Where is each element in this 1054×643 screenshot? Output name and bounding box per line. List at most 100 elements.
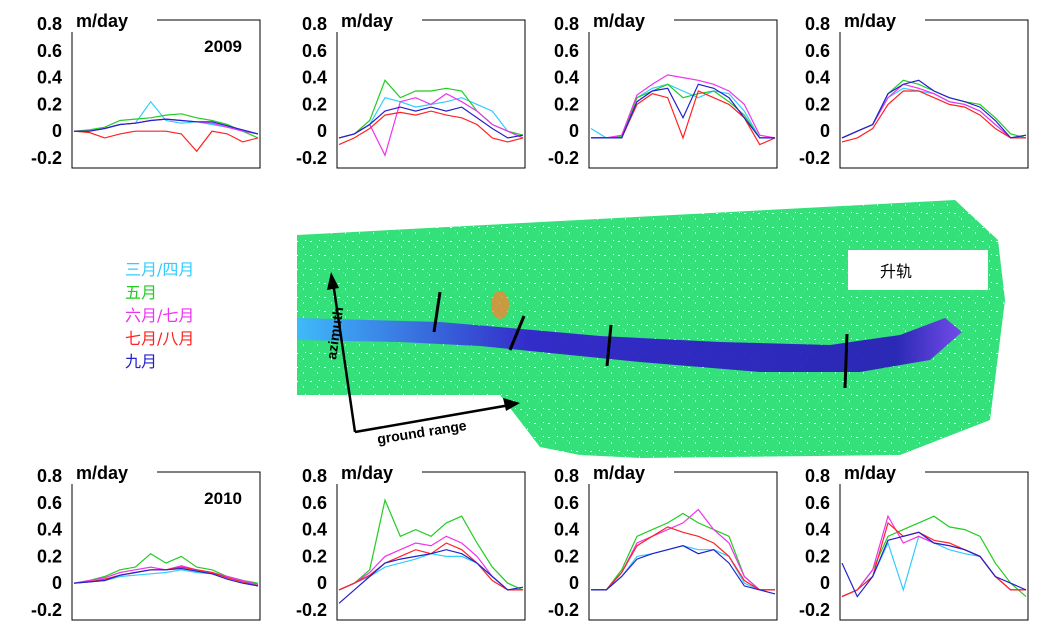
azimuth-arrowhead: [327, 272, 339, 290]
y-tick-label: 0.4: [554, 520, 579, 540]
y-tick-label: 0: [317, 573, 327, 593]
series-line-2: [338, 79, 524, 139]
y-tick-label: 0.4: [37, 68, 62, 88]
panel-frame: [839, 19, 1029, 169]
y-tick-label: 0.8: [805, 14, 830, 34]
y-tick-label: 0.6: [554, 41, 579, 61]
y-tick-label: 0.4: [302, 68, 327, 88]
y-tick-label: 0.2: [37, 546, 62, 566]
azimuth-arrow: [331, 281, 357, 433]
legend-item-sep: 九月: [125, 352, 158, 371]
panel-frame: [839, 471, 1029, 621]
legend-item-mar-apr: 三月/四月: [125, 260, 195, 279]
y-tick-label: 0.6: [37, 493, 62, 513]
velocity-map: 升轨 azimuth ground range: [297, 200, 1005, 458]
river-velocity-band: [297, 318, 962, 372]
y-tick-label: 0: [52, 573, 62, 593]
profile-panel-7: m/day 0.8 0.6 0.4 0.2 0 -0.2: [548, 463, 778, 621]
panel-frame: [588, 471, 778, 621]
profile-panel-8: m/day 0.8 0.6 0.4 0.2 0 -0.2: [799, 463, 1029, 621]
series-line-5: [591, 545, 776, 595]
series-line-5: [74, 118, 259, 135]
series-line-2: [841, 79, 1027, 139]
y-tick-label: 0.8: [805, 466, 830, 486]
series-line-5: [841, 531, 1027, 598]
series-line-5: [338, 106, 524, 139]
y-tick-label: -0.2: [799, 148, 830, 168]
series-line-2: [841, 515, 1027, 598]
series-line-1: [591, 545, 775, 591]
profile-panel-1: m/day 0.8 0.6 0.4 0.2 0 -0.2 2009: [31, 11, 261, 169]
y-tick-label: 0.8: [554, 14, 579, 34]
series-line-5: [73, 567, 259, 587]
y-tick-label: -0.2: [799, 600, 830, 620]
series-line-3: [591, 508, 775, 591]
y-tick-label: 0.4: [37, 520, 62, 540]
y-tick-label: 0: [820, 121, 830, 141]
profile-panel-5: m/day 0.8 0.6 0.4 0.2 0 -0.2 2010: [31, 463, 261, 621]
panel-frame: [71, 19, 261, 169]
y-tick-label: 0: [569, 121, 579, 141]
panel-frame: [71, 471, 261, 621]
profile-line-1: [432, 291, 442, 333]
series-line-5: [591, 83, 775, 139]
series-line-4: [591, 526, 775, 591]
panel-frame: [336, 19, 526, 169]
y-tick-label: 0.2: [805, 546, 830, 566]
y-tick-label: 0: [820, 573, 830, 593]
y-tick-label: -0.2: [296, 600, 327, 620]
y-tick-label: 0.6: [554, 493, 579, 513]
profile-panel-2: m/day 0.8 0.6 0.4 0.2 0 -0.2: [296, 11, 526, 169]
unit-label: m/day: [76, 463, 128, 483]
y-tick-label: 0.2: [554, 94, 579, 114]
profile-panel-3: m/day 0.8 0.6 0.4 0.2 0 -0.2: [548, 11, 778, 169]
unit-label: m/day: [593, 11, 645, 31]
y-tick-label: 0.8: [302, 466, 327, 486]
y-tick-label: 0.2: [302, 546, 327, 566]
y-tick-label: 0.4: [805, 68, 830, 88]
y-tick-label: 0.2: [302, 94, 327, 114]
y-tick-label: 0.6: [37, 41, 62, 61]
range-arrow: [354, 403, 511, 434]
y-tick-label: 0.8: [554, 466, 579, 486]
series-line-4: [73, 130, 259, 153]
unit-label: m/day: [593, 463, 645, 483]
unit-label: m/day: [76, 11, 128, 31]
profile-panel-6: m/day 0.8 0.6 0.4 0.2 0 -0.2: [296, 463, 526, 621]
series-line-4: [338, 542, 523, 591]
range-arrowhead: [503, 398, 520, 411]
y-tick-label: 0.8: [37, 466, 62, 486]
y-tick-label: 0.4: [805, 520, 830, 540]
y-tick-label: 0.4: [302, 520, 327, 540]
y-tick-label: 0.8: [37, 14, 62, 34]
y-tick-label: 0.2: [554, 546, 579, 566]
unit-label: m/day: [844, 463, 896, 483]
legend-item-jun-jul: 六月/七月: [125, 306, 195, 325]
y-tick-label: 0: [569, 573, 579, 593]
series-line-4: [841, 90, 1026, 143]
legend-item-may: 五月: [125, 283, 158, 302]
map-footprint: [297, 200, 1005, 458]
y-tick-label: 0.8: [302, 14, 327, 34]
panel-frame: [588, 19, 778, 169]
y-tick-label: 0.2: [37, 94, 62, 114]
y-tick-label: 0.2: [805, 94, 830, 114]
profile-line-3: [605, 324, 613, 367]
legend-item-jul-aug: 七月/八月: [125, 329, 195, 348]
profile-line-2: [508, 315, 526, 351]
unit-label: m/day: [341, 463, 393, 483]
series-line-3: [841, 514, 1026, 598]
panel-frame: [336, 471, 526, 621]
y-tick-label: 0.6: [302, 493, 327, 513]
unit-label: m/day: [341, 11, 393, 31]
series-line-5: [338, 549, 524, 604]
y-tick-label: 0: [52, 121, 62, 141]
series-line-4: [338, 110, 524, 146]
series-line-5: [841, 79, 1027, 139]
orbit-label-box: [848, 250, 988, 290]
y-tick-label: -0.2: [548, 148, 579, 168]
year-label: 2010: [204, 489, 242, 508]
series-line-3: [591, 74, 776, 139]
y-tick-label: -0.2: [548, 600, 579, 620]
river-margin-hotspot: [491, 291, 509, 319]
